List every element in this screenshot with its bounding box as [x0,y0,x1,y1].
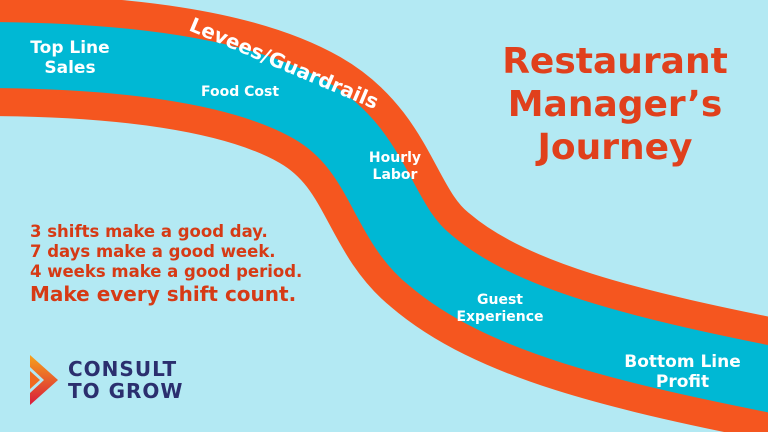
play-arrow-icon [30,355,58,405]
river-channel [0,22,768,413]
title-line: Journey [537,127,693,169]
title-line: Restaurant [502,41,728,82]
slogan-line: 7 days make a good week. [30,242,276,262]
slogan-line: 4 weeks make a good period. [30,262,303,282]
logo-line: TO GROW [68,379,184,403]
label-line: Profit [655,372,710,393]
consult-to-grow-logo: CONSULT TO GROW [30,355,184,405]
hourly-labor-label: Hourly Labor [355,150,435,184]
guest-experience-label: Guest Experience [445,292,555,326]
title-line: Manager’s [507,84,723,126]
label-line: Guest [477,292,523,308]
label-line: Top Line [30,38,110,58]
page-title: Restaurant Manager’s Journey [490,40,740,170]
label-line: Sales [44,58,96,79]
top-line-sales-label: Top Line Sales [25,38,115,79]
label-line: Labor [372,166,418,183]
label-line: Experience [456,308,544,325]
food-cost-label: Food Cost [200,84,280,100]
slogan: 3 shifts make a good day. 7 days make a … [30,222,302,307]
slogan-emphasis: Make every shift count. [30,282,297,307]
slogan-line: 3 shifts make a good day. [30,222,268,241]
bottom-line-profit-label: Bottom Line Profit [615,352,750,393]
logo-line: CONSULT [68,357,178,381]
label-line: Hourly [368,150,422,166]
label-line: Bottom Line [624,352,741,372]
